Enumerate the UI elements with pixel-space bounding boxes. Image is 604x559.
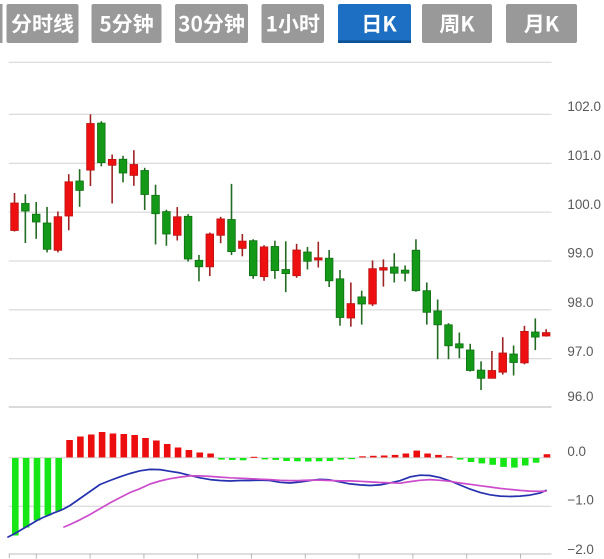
- svg-text:100.0: 100.0: [567, 197, 601, 212]
- svg-text:98.0: 98.0: [567, 295, 593, 310]
- svg-text:101.0: 101.0: [567, 148, 601, 163]
- svg-text:99.0: 99.0: [567, 246, 593, 261]
- svg-text:97.0: 97.0: [567, 344, 593, 359]
- svg-text:−2.0: −2.0: [567, 542, 593, 557]
- svg-text:102.0: 102.0: [567, 99, 601, 114]
- svg-text:0.0: 0.0: [567, 444, 586, 459]
- svg-text:−1.0: −1.0: [567, 493, 593, 508]
- svg-text:96.0: 96.0: [567, 389, 593, 404]
